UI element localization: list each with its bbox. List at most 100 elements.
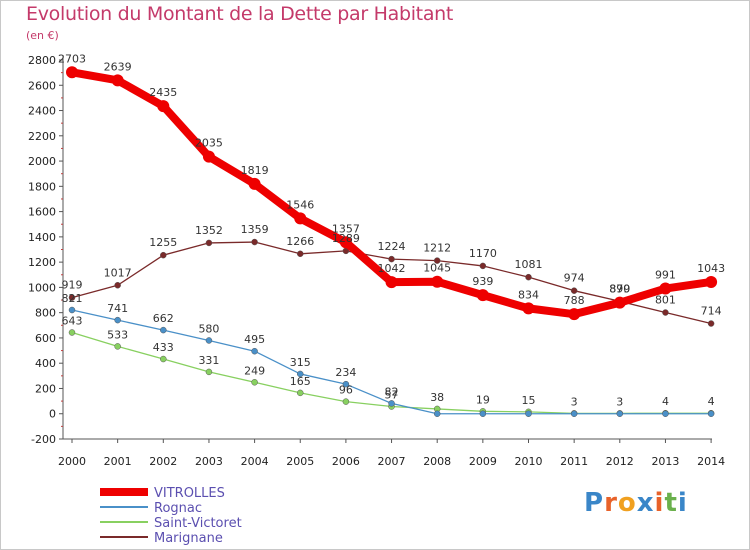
- data-point: [662, 410, 669, 417]
- data-label: 4: [708, 395, 715, 408]
- data-label: 2639: [104, 60, 132, 73]
- data-point: [479, 410, 487, 417]
- data-label: 1224: [378, 240, 406, 253]
- data-label: 879: [609, 283, 630, 296]
- data-point: [251, 379, 258, 386]
- y-tick-label: 1000: [28, 281, 56, 294]
- data-label: 15: [522, 394, 536, 407]
- x-tick-label: 2009: [469, 455, 497, 468]
- data-point: [111, 74, 124, 87]
- x-tick-label: 2008: [423, 455, 451, 468]
- x-tick-label: 2013: [651, 455, 679, 468]
- x-tick-label: 2005: [286, 455, 314, 468]
- data-point: [479, 262, 487, 270]
- data-label: 714: [701, 305, 722, 318]
- data-point: [297, 389, 304, 397]
- data-label: 834: [518, 288, 539, 301]
- data-point: [342, 380, 350, 388]
- data-label: 1017: [104, 266, 132, 279]
- data-point: [388, 400, 395, 407]
- data-point: [205, 368, 213, 376]
- data-label: 96: [339, 384, 353, 397]
- data-point: [160, 251, 167, 259]
- data-label: 2703: [58, 52, 86, 65]
- data-point: [525, 273, 532, 281]
- data-label: 3: [616, 395, 623, 408]
- data-label: 1212: [423, 242, 451, 255]
- data-point: [522, 302, 535, 315]
- x-tick-label: 2006: [332, 455, 360, 468]
- data-point: [707, 320, 715, 327]
- y-tick-label: 2600: [28, 79, 56, 92]
- data-point: [114, 343, 121, 350]
- data-point: [251, 238, 258, 246]
- data-point: [705, 275, 718, 288]
- data-label: 249: [244, 364, 265, 377]
- data-point: [388, 255, 395, 263]
- chart-unit-label: (en €): [26, 29, 59, 42]
- y-tick-label: 600: [35, 332, 56, 345]
- data-point: [297, 370, 304, 378]
- data-point: [68, 329, 76, 336]
- data-point: [248, 177, 261, 190]
- y-tick-label: 400: [35, 357, 56, 370]
- x-tick-label: 2014: [697, 455, 725, 468]
- data-label: 801: [655, 294, 676, 307]
- data-label: 533: [107, 328, 128, 341]
- data-label: 890: [609, 282, 630, 295]
- data-point: [613, 296, 626, 309]
- data-label: 1081: [515, 258, 543, 271]
- x-tick-label: 2011: [560, 455, 588, 468]
- data-label: 662: [153, 312, 174, 325]
- x-tick-label: 2002: [149, 455, 177, 468]
- data-point: [205, 337, 213, 344]
- y-tick-label: 1800: [28, 180, 56, 193]
- logo-letter: t: [664, 488, 678, 518]
- data-point: [202, 150, 215, 163]
- data-point: [157, 100, 170, 113]
- data-point: [251, 347, 258, 355]
- data-point: [570, 287, 578, 294]
- y-tick-label: 1200: [28, 256, 56, 269]
- chart-title: Evolution du Montant de la Dette par Hab…: [26, 3, 454, 25]
- legend-label-saint-victoret: Saint-Victoret: [154, 516, 242, 531]
- data-point: [160, 326, 167, 334]
- data-label: 788: [564, 294, 585, 307]
- y-tick-label: 200: [35, 382, 56, 395]
- data-point: [294, 212, 307, 225]
- data-label: 1359: [241, 223, 269, 236]
- data-point: [160, 355, 167, 363]
- data-label: 1043: [697, 262, 725, 275]
- data-point: [433, 410, 441, 417]
- y-tick-label: 2800: [28, 54, 56, 67]
- x-tick-label: 2003: [195, 455, 223, 468]
- data-label: 19: [476, 393, 490, 406]
- logo-letter: P: [584, 488, 605, 518]
- data-point: [66, 66, 78, 79]
- y-tick-label: 1600: [28, 206, 56, 219]
- y-tick-label: 0: [49, 408, 56, 421]
- data-point: [68, 306, 76, 314]
- y-tick-label: 800: [35, 307, 56, 320]
- data-point: [297, 250, 304, 258]
- x-tick-label: 2010: [515, 455, 543, 468]
- data-label: 1352: [195, 224, 223, 237]
- data-point: [114, 316, 121, 324]
- data-point: [568, 308, 581, 321]
- data-point: [339, 236, 352, 249]
- data-point: [662, 309, 669, 316]
- data-point: [616, 410, 624, 417]
- x-tick-label: 2000: [58, 455, 86, 468]
- data-point: [476, 289, 489, 302]
- y-tick-label: 1400: [28, 231, 56, 244]
- data-label: 234: [335, 366, 356, 379]
- data-label: 165: [290, 375, 311, 388]
- data-point: [659, 282, 672, 295]
- logo-letter: o: [617, 488, 637, 518]
- data-point: [68, 294, 76, 301]
- data-label: 1042: [378, 262, 406, 275]
- data-point: [385, 276, 398, 289]
- data-label: 1357: [332, 222, 360, 235]
